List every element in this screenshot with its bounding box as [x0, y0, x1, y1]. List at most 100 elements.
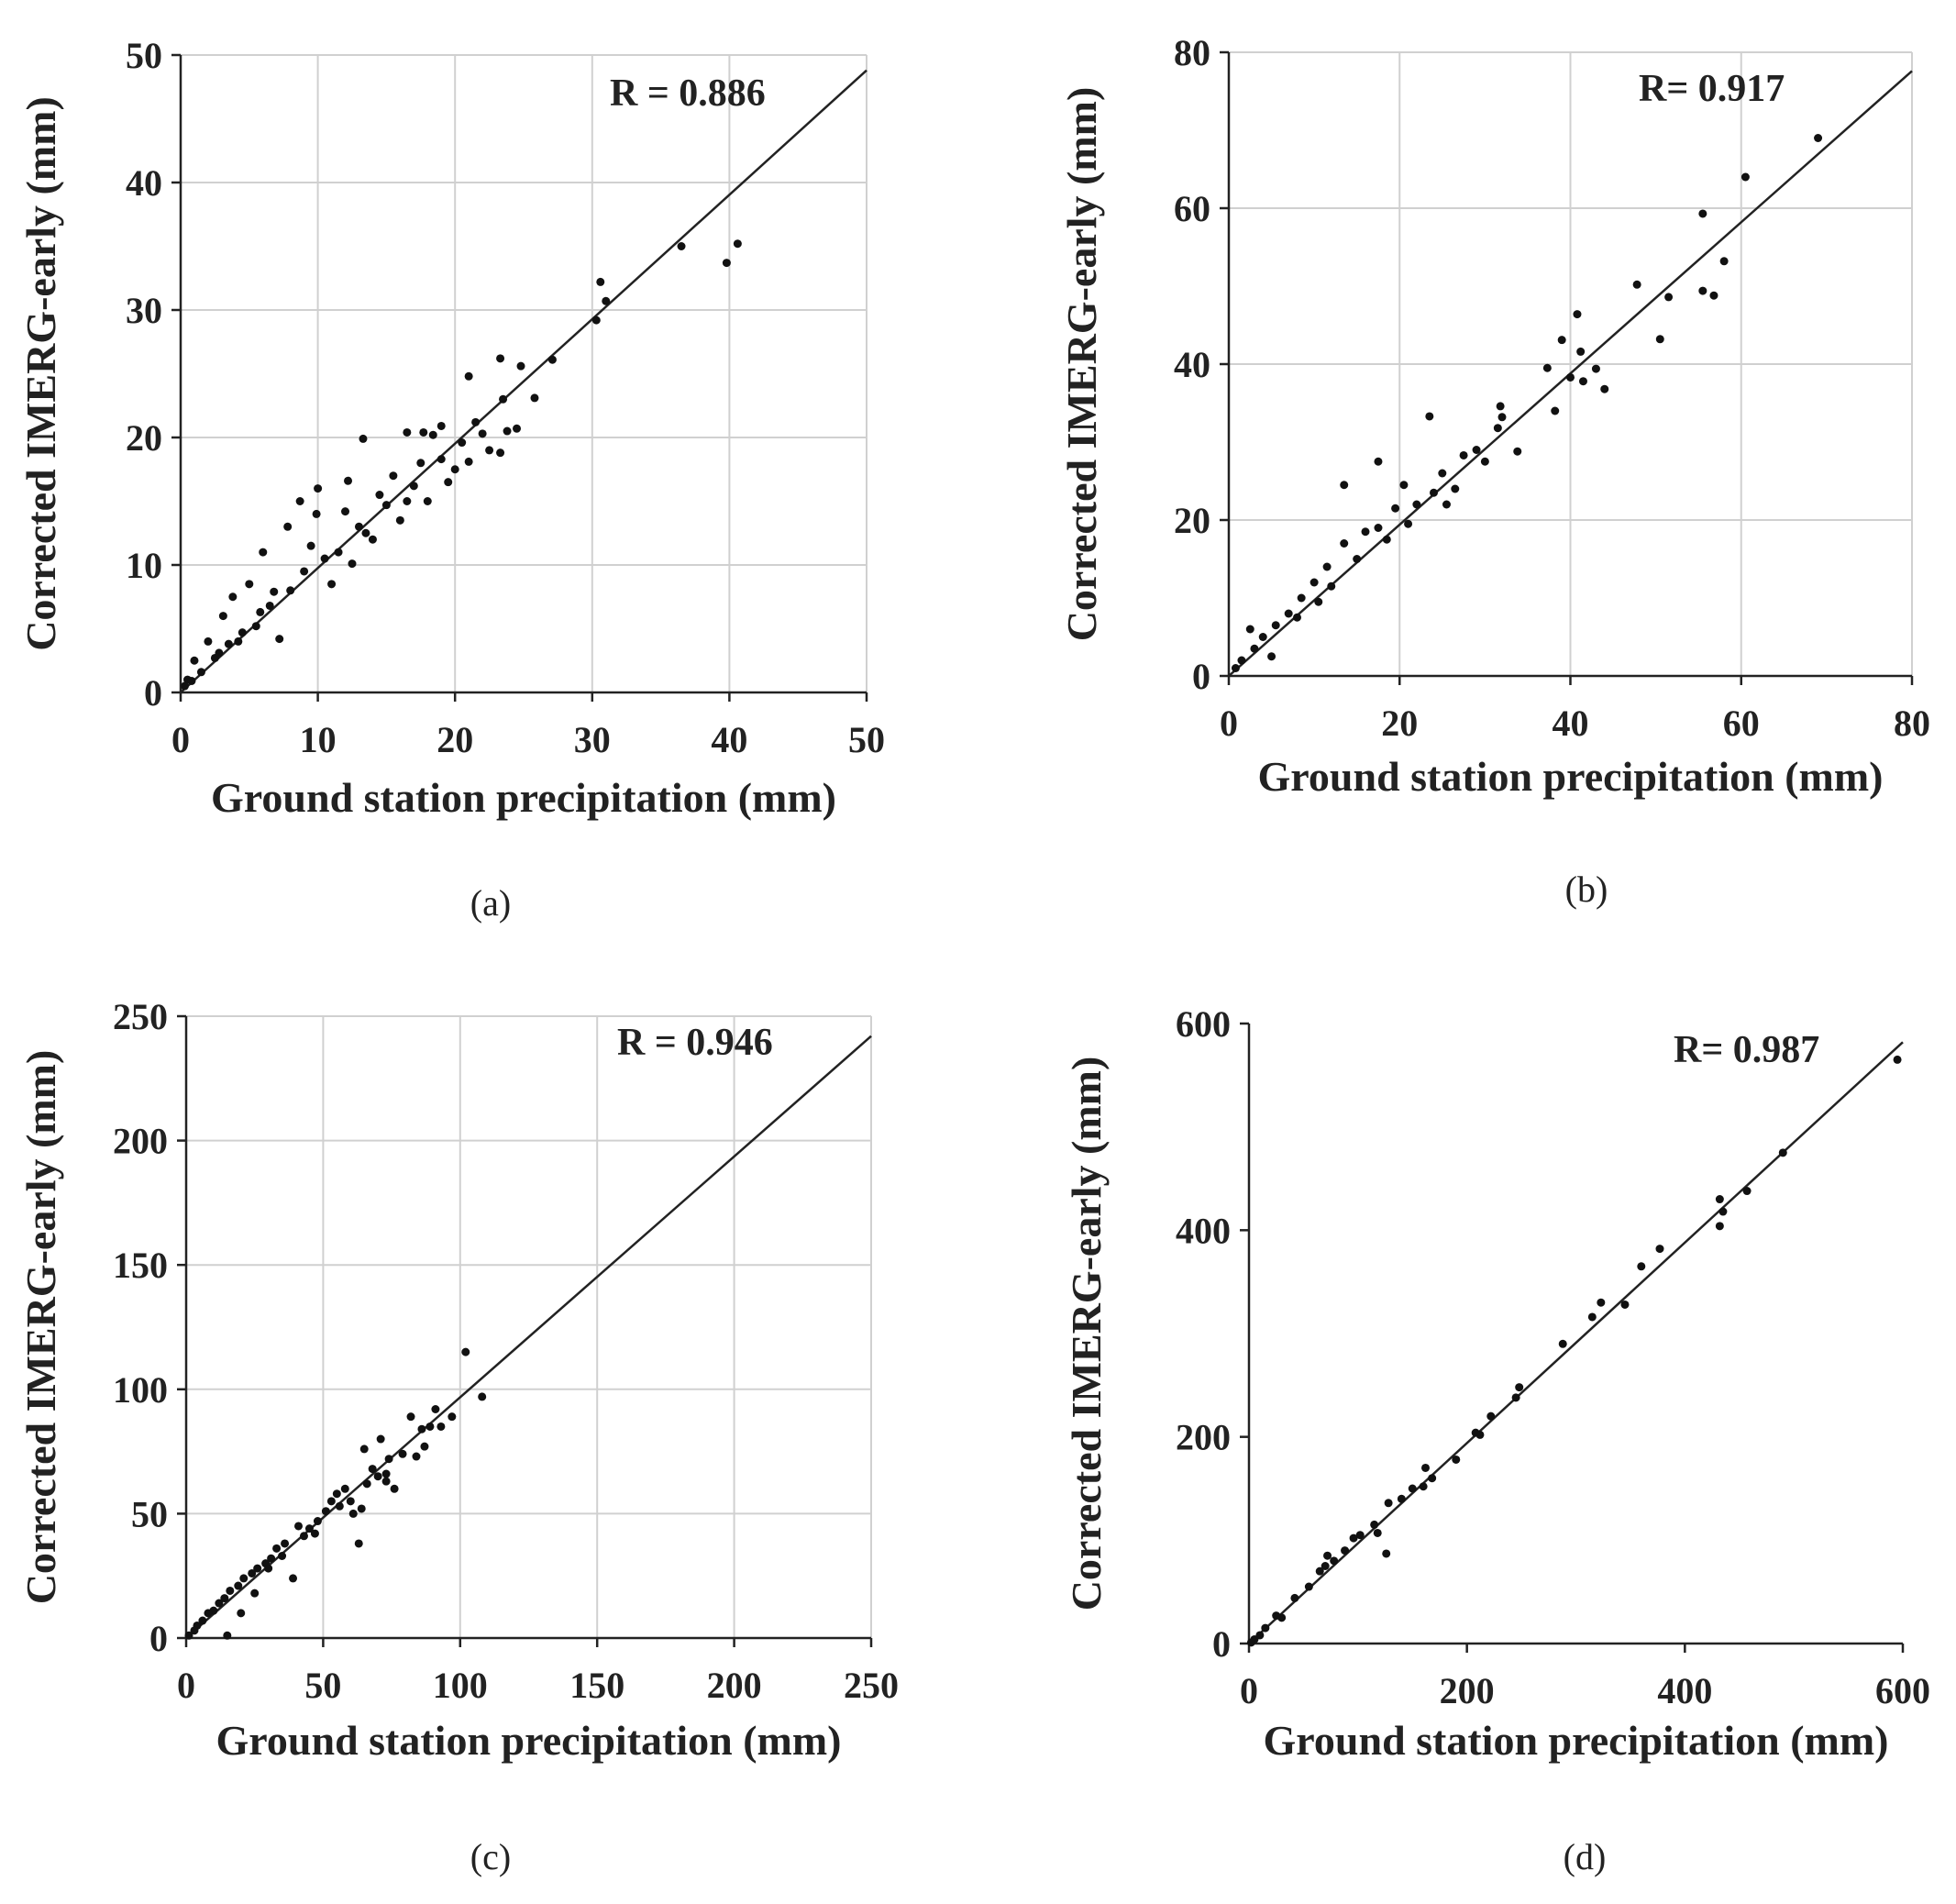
- panel-b-y-tick-label: 20: [1174, 500, 1210, 541]
- panel-a-data-point: [300, 567, 309, 576]
- panel-b-data-point: [1404, 519, 1413, 528]
- panel-c-data-point: [248, 1568, 257, 1577]
- panel-b-data-point: [1382, 535, 1391, 544]
- panel-b-data-point: [1472, 446, 1481, 454]
- panel-c-data-point: [313, 1517, 322, 1526]
- panel-d-x-tick-label: 600: [1875, 1670, 1930, 1711]
- panel-c-data-point: [267, 1554, 276, 1563]
- panel-a-data-point: [444, 478, 453, 487]
- panel-a-data-point: [312, 509, 321, 518]
- panel-a-data-point: [283, 522, 293, 531]
- panel-a-y-tick-label: 10: [126, 545, 162, 586]
- panel-a-data-point: [478, 429, 487, 438]
- panel-d-data-point: [1597, 1298, 1606, 1307]
- panel-d-data-point: [1349, 1533, 1358, 1543]
- panel-b-y-tick-label: 60: [1174, 188, 1210, 229]
- panel-c-caption: (c): [470, 1836, 511, 1877]
- panel-b-data-point: [1284, 609, 1293, 618]
- panel-a-x-tick-label: 10: [300, 719, 337, 760]
- panel-d-data-point: [1558, 1339, 1567, 1348]
- panel-b-data-point: [1698, 286, 1707, 295]
- panel-a-data-point: [295, 497, 304, 505]
- panel-a-data-point: [395, 515, 404, 525]
- panel-c-data-point: [357, 1504, 366, 1513]
- panel-b-data-point: [1293, 613, 1301, 622]
- panel-a-data-point: [224, 639, 233, 648]
- panel-b-data-point: [1576, 347, 1586, 356]
- panel-b-data-point: [1557, 336, 1566, 345]
- panel-c-data-point: [437, 1422, 446, 1431]
- panel-d-data-point: [1355, 1531, 1365, 1540]
- panel-c-y-tick-label: 0: [149, 1618, 168, 1659]
- panel-a-data-point: [602, 296, 611, 305]
- panel-a-data-point: [547, 355, 557, 364]
- panel-a-data-point: [389, 471, 398, 481]
- panel-d-data-point: [1370, 1520, 1379, 1529]
- panel-a-data-point: [354, 522, 363, 531]
- panel-a-x-tick-label: 40: [711, 719, 747, 760]
- panel-b-data-point: [1399, 481, 1409, 490]
- panel-d-y-axis-label: Corrected IMERG-early (mm): [1063, 1057, 1110, 1611]
- panel-b-data-point: [1412, 500, 1421, 509]
- panel-c-data-point: [215, 1599, 224, 1608]
- panel-d-y-tick-label: 600: [1176, 1003, 1231, 1045]
- panel-d-data-point: [1341, 1546, 1350, 1555]
- panel-b-data-point: [1271, 621, 1280, 630]
- panel-a-data-point: [403, 497, 412, 505]
- panel-d-data-point: [1382, 1549, 1391, 1558]
- panel-d-x-axis-label: Ground station precipitation (mm): [1264, 1717, 1889, 1764]
- panel-c-x-tick-label: 250: [844, 1665, 899, 1706]
- panel-a-data-point: [464, 457, 473, 466]
- panel-b-x-tick-label: 20: [1381, 703, 1418, 744]
- panel-a-data-point: [596, 277, 605, 286]
- panel-a-data-point: [314, 484, 323, 493]
- panel-c-data-point: [461, 1347, 470, 1356]
- panel-d-data-point: [1620, 1300, 1630, 1309]
- panel-d-data-point: [1315, 1566, 1324, 1576]
- panel-c-data-point: [223, 1631, 232, 1640]
- panel-b-data-point: [1655, 335, 1664, 344]
- panel-b-data-point: [1513, 447, 1522, 456]
- panel-a-x-tick-label: 50: [848, 719, 885, 760]
- panel-c-y-axis-label: Corrected IMERG-early (mm): [17, 1050, 64, 1605]
- panel-a-x-axis-label: Ground station precipitation (mm): [211, 774, 836, 821]
- panel-c-data-point: [190, 1626, 199, 1635]
- panel-b-data-point: [1258, 633, 1267, 641]
- panel-d: 0 200 400 600 0 200 400 600 R= 0.987 Ground stati…: [1063, 1003, 1930, 1877]
- panel-b-data-point: [1322, 562, 1332, 571]
- panel-a-data-point: [733, 239, 742, 249]
- panel-a-caption: (a): [470, 882, 511, 924]
- panel-c-x-tick-label: 150: [569, 1665, 624, 1706]
- panel-a-x-tick-label: 0: [171, 719, 190, 760]
- panel-b-y-tick-label: 80: [1174, 32, 1210, 73]
- panel-c-y-tick-label: 250: [113, 996, 168, 1037]
- panel-b-data-point: [1741, 172, 1750, 182]
- panel-d-caption: (d): [1564, 1836, 1607, 1877]
- panel-a-data-point: [259, 548, 268, 557]
- panel-d-data-point: [1272, 1611, 1281, 1621]
- panel-b-data-point: [1719, 257, 1729, 266]
- panel-b-data-point: [1497, 413, 1507, 422]
- panel-c-data-point: [321, 1507, 330, 1516]
- panel-b-data-point: [1698, 209, 1707, 218]
- panel-b-data-point: [1814, 134, 1823, 142]
- panel-a-x-tick-label: 20: [437, 719, 473, 760]
- panel-b-data-point: [1493, 424, 1502, 433]
- panel-b-data-point: [1250, 644, 1259, 653]
- panel-a-data-point: [251, 622, 260, 631]
- panel-c-data-point: [381, 1469, 391, 1478]
- panel-b-data-point: [1459, 450, 1468, 459]
- panel-c-y-tick-label: 50: [131, 1493, 168, 1534]
- panel-b-data-point: [1542, 363, 1552, 372]
- panel-a-data-point: [513, 424, 522, 433]
- panel-b-data-point: [1245, 625, 1254, 634]
- panel-c-data-point: [278, 1552, 287, 1561]
- panel-a-data-point: [359, 434, 368, 443]
- panel-a-data-point: [306, 541, 315, 550]
- panel-b-data-point: [1430, 488, 1438, 497]
- panel-a-data-point: [320, 554, 329, 563]
- panel-a-data-point: [327, 580, 337, 589]
- panel-c-data-point: [239, 1574, 249, 1583]
- panel-a: 0 10 20 30 40 50 0 10 20 30 40 50 R = 0.886 Ground st…: [17, 35, 885, 924]
